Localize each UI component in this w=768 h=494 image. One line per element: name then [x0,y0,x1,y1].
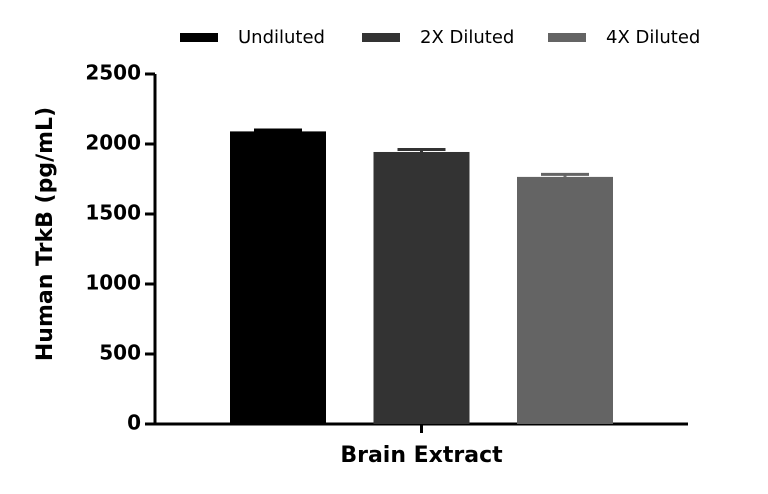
bar [373,151,470,425]
bar [517,176,613,424]
legend-swatch [180,33,218,42]
y-tick-label: 2000 [85,131,141,155]
bar [230,131,326,424]
y-tick-label: 2500 [85,61,141,85]
legend-label: 2X Diluted [420,27,514,48]
x-tick-label: Brain Extract [340,443,503,468]
y-axis-label: Human TrkB (pg/mL) [33,107,58,361]
y-tick-label: 0 [127,411,141,435]
y-tick-label: 500 [99,341,141,365]
y-tick-label: 1000 [85,271,141,295]
legend-swatch [362,33,400,42]
legend-swatch [548,33,586,42]
legend-label: Undiluted [238,27,325,48]
y-tick-label: 1500 [85,201,141,225]
legend-label: 4X Diluted [606,27,700,48]
